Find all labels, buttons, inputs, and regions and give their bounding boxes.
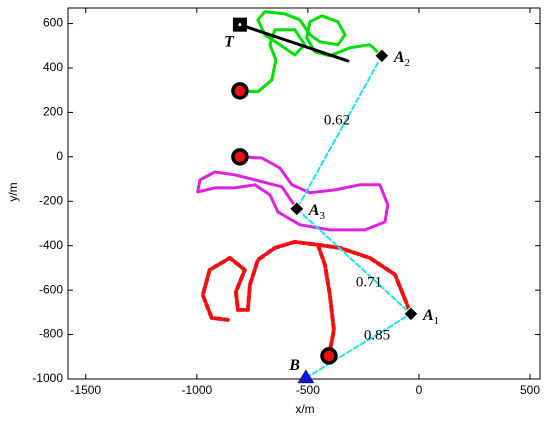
y-tick-label: -1000 — [32, 371, 63, 385]
point-label-sub: 3 — [319, 209, 325, 221]
trajectory — [200, 239, 336, 358]
point-label: A2 — [393, 48, 410, 68]
y-tick-label: -400 — [39, 238, 63, 252]
point-label: A3 — [308, 202, 326, 222]
x-axis-label: x/m — [295, 402, 314, 416]
y-axis-label: y/m — [6, 182, 20, 201]
point-label-text: B — [288, 357, 300, 374]
link-label: 0.71 — [356, 274, 382, 290]
x-tick-label: 0 — [416, 383, 423, 397]
y-tick-label: 600 — [43, 16, 63, 30]
trajectory — [315, 242, 413, 316]
plot-frame — [67, 7, 541, 380]
trajectory — [196, 155, 390, 232]
start-marker — [231, 82, 249, 100]
point-label-text: T — [224, 33, 235, 50]
y-tick-label: -200 — [39, 193, 63, 207]
y-tick-label: 0 — [56, 149, 63, 163]
node-marker — [374, 48, 390, 64]
node-marker — [403, 306, 419, 322]
link-label: 0.62 — [324, 112, 350, 128]
point-label-sub: 2 — [405, 56, 411, 68]
point-label: A1 — [422, 307, 439, 327]
y-tick-label: 400 — [43, 60, 63, 74]
x-tick-label: -1500 — [70, 383, 101, 397]
target-dot — [238, 23, 242, 27]
link-label: 0.85 — [364, 327, 390, 343]
point-label: T — [224, 33, 235, 50]
y-tick-label: 200 — [43, 105, 63, 119]
node-marker — [289, 201, 305, 217]
x-tick-label: -500 — [296, 383, 320, 397]
trajectory — [238, 23, 350, 63]
point-label-text: A — [393, 48, 405, 65]
point-label-sub: 1 — [434, 314, 440, 326]
start-marker — [320, 347, 338, 365]
base-marker — [297, 369, 315, 384]
start-marker — [231, 148, 249, 166]
point-label: B — [288, 357, 300, 374]
x-tick-label: -1000 — [181, 383, 212, 397]
point-label-text: A — [308, 202, 320, 219]
y-tick-label: -800 — [39, 327, 63, 341]
point-label-text: A — [422, 307, 434, 324]
x-tick-label: 500 — [520, 383, 540, 397]
y-tick-label: -600 — [39, 282, 63, 296]
trajectory — [238, 10, 384, 94]
trajectory — [295, 54, 412, 379]
